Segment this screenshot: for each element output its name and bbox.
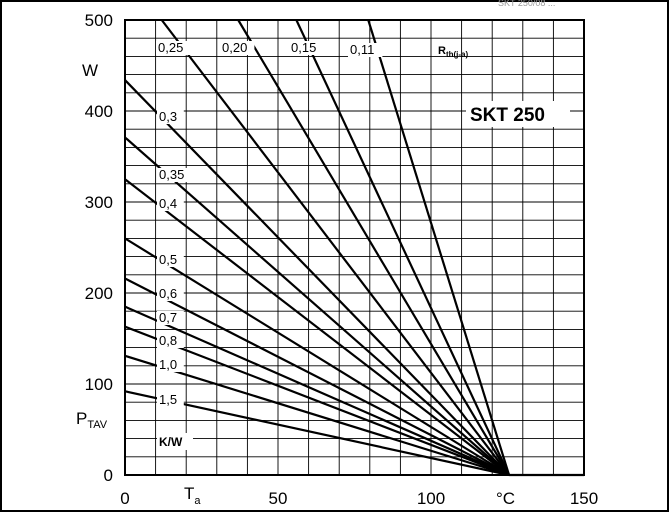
x-tick-label: 100 (417, 489, 445, 508)
series-line (124, 325, 510, 477)
x-tick-label: 50 (269, 489, 288, 508)
series-label: 0,4 (159, 196, 177, 211)
series-label: 0,35 (159, 167, 184, 182)
series-line (295, 19, 511, 476)
series-label: 0,7 (159, 310, 177, 325)
series-label-background (348, 43, 383, 57)
series-label-background (157, 110, 184, 124)
chart-title-background (466, 101, 570, 127)
y-axis-label-subscript: TAV (87, 419, 107, 431)
series-label: 0,15 (291, 40, 316, 55)
series-line (237, 19, 510, 476)
y-tick-label: 0 (104, 466, 113, 485)
series-label-background (289, 41, 324, 55)
series-label-background (220, 41, 255, 55)
series-label: 1,5 (159, 392, 177, 407)
series-label-background (157, 253, 184, 267)
y-axis-unit: W (82, 61, 98, 80)
legend-title-main: R (438, 45, 446, 57)
x-axis-label: Ta (184, 484, 201, 507)
series-label: 0,6 (159, 286, 177, 301)
series-line (124, 305, 510, 477)
tick-labels: 0 100 200 300 400 500 0 50 100 150 (85, 11, 599, 508)
x-axis-label-subscript: a (194, 495, 201, 507)
series-label: 0,20 (222, 40, 247, 55)
series-label-background (157, 287, 184, 301)
series-line (124, 237, 510, 476)
series-line (367, 19, 511, 476)
y-tick-label: 400 (85, 102, 113, 121)
chart-grid (125, 20, 584, 475)
y-axis-label: PTAV (76, 409, 108, 431)
x-axis-unit: °C (496, 489, 515, 508)
series-label: 0,3 (159, 109, 177, 124)
x-axis-label-main: T (184, 484, 194, 503)
y-tick-label: 300 (85, 193, 113, 212)
series-label-background (157, 393, 184, 407)
header-code: SKT 250/08 ... (498, 0, 555, 8)
series-label: 0,25 (158, 40, 183, 55)
legend-title-subscript: th(j-a) (446, 50, 469, 59)
legend-title: Rth(j-a) (438, 45, 469, 59)
series-labels: 0,11 0,15 0,20 0,25 0,3 0,35 0,4 0,5 0,6 0,7 0,8 1,… (156, 40, 383, 407)
series-line (124, 136, 510, 476)
x-tick-label: 0 (120, 489, 129, 508)
series-line (124, 79, 510, 476)
legend-unit: K/W (159, 435, 183, 449)
series-line (124, 277, 510, 476)
series-line (124, 390, 510, 477)
series-label-background (157, 334, 184, 348)
chart-title: SKT 250 (470, 105, 545, 126)
series-label-background (156, 41, 191, 55)
series-label-background (157, 168, 192, 182)
series-label: 0,11 (350, 42, 374, 57)
series-label: 0,8 (159, 333, 177, 348)
series-label: 1,0 (159, 357, 177, 372)
legend-unit-background (157, 433, 193, 450)
y-axis-label-main: P (76, 409, 87, 428)
series-line (124, 178, 510, 476)
y-tick-label: 200 (85, 284, 113, 303)
series-label-background (157, 311, 184, 325)
series-lines (124, 19, 584, 477)
series-line (124, 354, 510, 477)
series-line (160, 19, 510, 476)
plot-area-border (124, 19, 585, 476)
y-tick-label: 100 (85, 375, 113, 394)
series-label-background (157, 358, 184, 372)
series-label-background (157, 197, 184, 211)
x-tick-label: 150 (570, 489, 598, 508)
y-tick-label: 500 (85, 11, 113, 30)
series-label: 0,5 (159, 252, 177, 267)
